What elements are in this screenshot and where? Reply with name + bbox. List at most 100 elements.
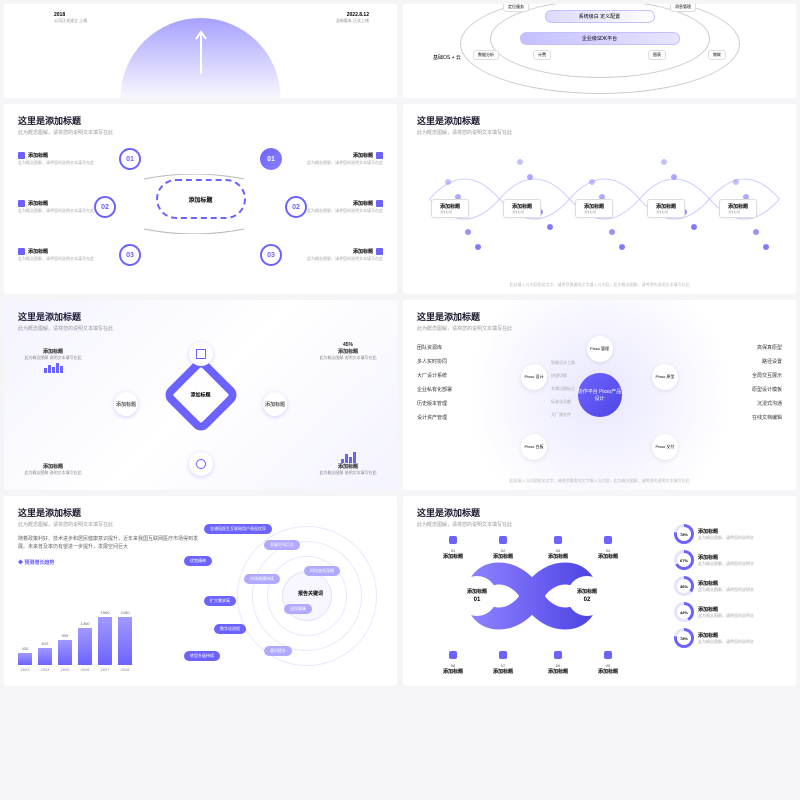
num: 02: [94, 196, 116, 218]
mini-bar-chart: [18, 361, 88, 373]
bullet-icon: [18, 248, 25, 255]
svg-text:添加标题: 添加标题: [467, 588, 488, 595]
wave-step: 添加标题添加标题: [719, 199, 757, 218]
wave-dot: [619, 244, 625, 250]
progress-ring: [674, 550, 694, 570]
year-right: 2022.8.12全新版本 正式上线: [336, 12, 369, 24]
footnote: 此处填入与内容相关文字，请将您需要的文字填入与内容，此为概念图解，请将您的说明文…: [442, 478, 756, 484]
wave-dot: [589, 179, 595, 185]
hub-node: Pixso 白板: [521, 434, 547, 460]
wave-dot: [661, 159, 667, 165]
bar-col: 6102024: [38, 641, 52, 672]
hub-item: 原型设计模板: [752, 386, 782, 393]
inf-point: 06添加标题: [548, 651, 568, 675]
node-top: [189, 342, 213, 366]
hub-node: Pixso 原型: [652, 364, 678, 390]
tag: 定位服务: [503, 4, 529, 12]
point-icon: [499, 536, 507, 544]
radar-tag: 居民健康: [284, 604, 312, 614]
bar-col: 9092025: [58, 633, 72, 672]
svg-text:02: 02: [584, 597, 591, 603]
node-bottom: [189, 452, 213, 476]
hub-item: 大厂设计系统: [417, 372, 452, 379]
progress-row: 添加标题此为概念图解，请将您的说明文: [674, 576, 784, 596]
target-icon: [196, 459, 206, 469]
wave-dot: [445, 179, 451, 185]
radar-tag: 市场规模持续: [244, 574, 280, 584]
hub-node: Pixso 交付: [652, 434, 678, 460]
slide-wave-process: 这里是添加标题 此为概念图解，请将您的说明文本填写在此 添加标题添加标题添加标题…: [403, 104, 796, 294]
bar: [18, 653, 32, 665]
slide-subtitle: 此为概念图解，请将您的说明文本填写在此: [18, 129, 383, 136]
bullet-icon: [376, 200, 383, 207]
point-icon: [554, 651, 562, 659]
slide-grid: 2018公司正式成立 上线 2022.8.12全新版本 正式上线 系统级白 定义…: [4, 4, 796, 686]
wave-dot: [527, 174, 533, 180]
radar-tag: 全谱段医生互联网用户表现优异: [204, 524, 272, 534]
item-label: 添加标题此为概念图解，请将您的说明文本填写在此: [18, 248, 94, 262]
svg-text:添加标题: 添加标题: [577, 588, 598, 595]
bullet-icon: [18, 200, 25, 207]
hub-item: 大厂源文件: [551, 412, 575, 418]
bar-col: 24502028: [118, 610, 132, 672]
slide-timeline: 2018公司正式成立 上线 2022.8.12全新版本 正式上线: [4, 4, 397, 98]
arrow-cycle-icon: [134, 174, 254, 234]
point-icon: [604, 651, 612, 659]
footnote: 此处填入与内容相关文字，请将您需要的文字填入与内容，此为概念图解，请将您的说明文…: [442, 282, 756, 288]
radar-center: 报告关键词: [298, 590, 323, 597]
node-left: 添加标题: [114, 392, 138, 416]
num: 03: [119, 244, 141, 266]
radar-tag: 转型升级持续: [184, 651, 220, 661]
hub-item: 快速切换: [551, 373, 575, 379]
hub-item: 专属切图标注: [551, 386, 575, 392]
hub-item: 企业私有化部署: [417, 386, 452, 393]
item-label: 添加标题此为概念图解，请将您的说明文本填写在此: [18, 200, 94, 214]
bar: [98, 617, 112, 665]
bullet-icon: [376, 248, 383, 255]
wave-dot: [671, 174, 677, 180]
node-text: 添加标题: [265, 401, 285, 408]
progress-label: 添加标题: [698, 528, 754, 535]
arrow-up-icon: [191, 24, 211, 84]
node-right: 添加标题: [263, 392, 287, 416]
hub-item: 全局交互展示: [752, 372, 782, 379]
hub-item: 智能设计工具: [551, 360, 575, 366]
inf-point: 04添加标题: [598, 536, 618, 560]
item-label: 添加标题此为概念图解，请将您的说明文本填写在此: [307, 200, 383, 214]
slide-infinity: 这里是添加标题 此为概念图解，请将您的说明文本填写在此 添加标题 01 添加标题…: [403, 496, 796, 686]
bar-chart: 4302023610202490920251360202619602027245…: [18, 622, 132, 672]
wave-dot: [609, 229, 615, 235]
inf-point: 03添加标题: [548, 536, 568, 560]
hub-item: 设计资产管理: [417, 414, 452, 421]
bullet-icon: [376, 152, 383, 159]
slide-title: 这里是添加标题: [18, 506, 383, 519]
stat-tl: 添加标题此为概念图解 说明文本填写在此: [18, 348, 88, 373]
radar-tag: 扩大需求高: [204, 596, 236, 606]
inf-point: 02添加标题: [493, 536, 513, 560]
wave-dot: [733, 179, 739, 185]
bar-col: 4302023: [18, 646, 32, 672]
progress-row: 添加标题此为概念图解，请将您的说明文: [674, 550, 784, 570]
hub-node: Pixso 管理: [587, 336, 613, 362]
body-text: 随着政策利好、技术进步和居民健康意识提升，近年来我国互联网医疗市场得到发展。未来…: [18, 536, 201, 551]
point-icon: [499, 651, 507, 659]
num: 02: [285, 196, 307, 218]
slide-title: 这里是添加标题: [417, 114, 782, 127]
hub-mid-list: 智能设计工具快速切换专属切图标注标准化贡献大厂源文件: [551, 360, 575, 425]
progress-ring: [674, 602, 694, 622]
wave-step: 添加标题添加标题: [575, 199, 613, 218]
slide-bars-radar: 这里是添加标题 此为概念图解，请将您的说明文本填写在此 随着政策利好、技术进步和…: [4, 496, 397, 686]
progress-row: 添加标题此为概念图解，请将您的说明文: [674, 602, 784, 622]
tag: 数据分析: [473, 50, 499, 60]
progress-ring: [674, 524, 694, 544]
progress-label: 添加标题: [698, 632, 754, 639]
slide-numbered-hub: 这里是添加标题 此为概念图解，请将您的说明文本填写在此 添加标题 01 02 0…: [4, 104, 397, 294]
progress-ring: [674, 628, 694, 648]
hub-item: 团队资源库: [417, 344, 452, 351]
stat-br: 添加标题此为概念图解 说明文本填写在此: [313, 451, 383, 476]
wave-step: 添加标题添加标题: [431, 199, 469, 218]
slide-diamond: 这里是添加标题 此为概念图解，请将您的说明文本填写在此 添加标题 添加标题 添加…: [4, 300, 397, 490]
tag: 图表: [648, 50, 666, 60]
progress-row: 添加标题此为概念图解，请将您的说明文: [674, 524, 784, 544]
point-icon: [449, 536, 457, 544]
